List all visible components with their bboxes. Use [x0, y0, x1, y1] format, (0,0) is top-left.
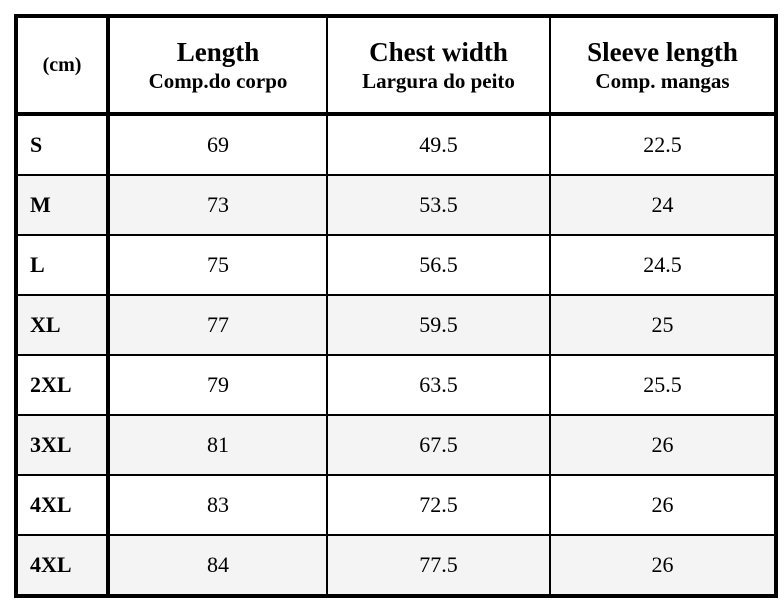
size-label: 2XL — [15, 354, 110, 416]
size-label: L — [15, 234, 110, 296]
measurement-cell: 83 — [107, 474, 328, 536]
table-row: 4XL 83 72.5 26 — [15, 474, 777, 536]
table-row: XL 77 59.5 25 — [15, 294, 777, 356]
measurement-cell: 53.5 — [326, 174, 551, 236]
size-label: 4XL — [15, 534, 110, 597]
header-cell: Sleeve length Comp. mangas — [549, 15, 777, 115]
measurement-cell: 25.5 — [549, 354, 777, 416]
measurement-cell: 81 — [107, 414, 328, 476]
table-row: 4XL 84 77.5 26 — [15, 534, 777, 597]
table-header: (cm) Length Comp.do corpo Chest width Largur… — [15, 15, 777, 115]
measurement-cell: 79 — [107, 354, 328, 416]
header-row: (cm) Length Comp.do corpo Chest width Largur… — [15, 15, 777, 115]
measurement-cell: 26 — [549, 474, 777, 536]
measurement-cell: 77.5 — [326, 534, 551, 597]
measurement-cell: 67.5 — [326, 414, 551, 476]
header-subtitle: Comp.do corpo — [148, 69, 288, 93]
measurement-cell: 22.5 — [549, 113, 777, 176]
measurement-cell: 26 — [549, 414, 777, 476]
measurement-cell: 73 — [107, 174, 328, 236]
measurement-cell: 84 — [107, 534, 328, 597]
measurement-cell: 72.5 — [326, 474, 551, 536]
measurement-cell: 24 — [549, 174, 777, 236]
size-table: (cm) Length Comp.do corpo Chest width Largur… — [14, 14, 778, 598]
measurement-cell: 63.5 — [326, 354, 551, 416]
size-label: 4XL — [15, 474, 110, 536]
measurement-cell: 69 — [107, 113, 328, 176]
header-subtitle: Comp. mangas — [595, 69, 730, 93]
measurement-cell: 59.5 — [326, 294, 551, 356]
measurement-cell: 77 — [107, 294, 328, 356]
header-subtitle: Largura do peito — [362, 69, 515, 93]
header-title: Chest width — [369, 37, 508, 67]
measurement-cell: 24.5 — [549, 234, 777, 296]
header-title: Length — [176, 37, 260, 67]
header-cell: Chest width Largura do peito — [326, 15, 551, 115]
measurement-cell: 26 — [549, 534, 777, 597]
size-label: M — [15, 174, 110, 236]
measurement-cell: 49.5 — [326, 113, 551, 176]
measurement-cell: 25 — [549, 294, 777, 356]
table-row: 2XL 79 63.5 25.5 — [15, 354, 777, 416]
table-row: M 73 53.5 24 — [15, 174, 777, 236]
table-row: S 69 49.5 22.5 — [15, 113, 777, 176]
header-cell: Length Comp.do corpo — [107, 15, 328, 115]
header-cell: (cm) — [15, 15, 110, 115]
size-label: S — [15, 113, 110, 176]
measurement-cell: 56.5 — [326, 234, 551, 296]
measurement-cell: 75 — [107, 234, 328, 296]
table-row: 3XL 81 67.5 26 — [15, 414, 777, 476]
table-row: L 75 56.5 24.5 — [15, 234, 777, 296]
size-label: XL — [15, 294, 110, 356]
header-title: Sleeve length — [587, 37, 738, 67]
table-body: S 69 49.5 22.5 M 73 53.5 24 L 75 56.5 24.5 XL 77 59.5 2… — [15, 113, 777, 597]
size-label: 3XL — [15, 414, 110, 476]
